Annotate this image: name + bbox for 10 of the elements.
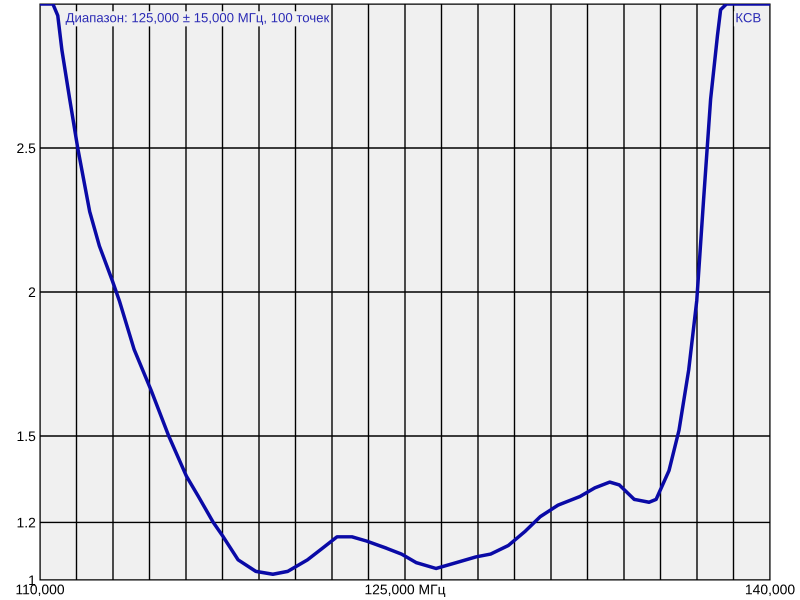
x-tick-label: 125,000 МГц	[366, 584, 446, 597]
y-tick-label: 1	[29, 575, 36, 586]
y-tick-label: 2	[28, 287, 36, 298]
y-tick-label: 1.2	[18, 518, 36, 528]
annotation: КСВ	[736, 12, 761, 22]
y-tick-label: 2.5	[17, 143, 36, 154]
x-tick-label: 140,000	[746, 584, 795, 596]
y-tick-label: 1.5	[18, 431, 36, 442]
annotation: Диапазон: 125,000 ± 15,000 МГц, 100 точек	[66, 12, 330, 25]
x-tick-label: 110,000	[16, 584, 64, 596]
